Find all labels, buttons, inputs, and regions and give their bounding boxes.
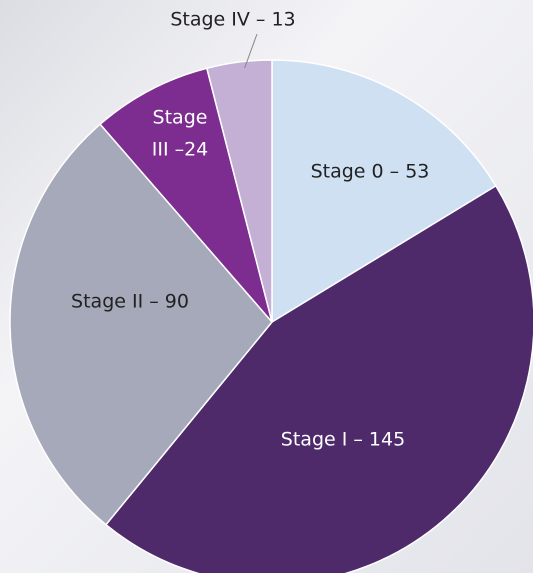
pie-slice [9,123,273,526]
slice-label: Stage I – 145 [281,429,405,451]
pie-slice [99,67,273,323]
pie-slice [271,59,497,324]
leader-line [244,33,258,69]
slice-label: Stage 0 – 53 [311,161,430,183]
slice-label: Stage [153,107,208,129]
pie-slice [104,184,533,573]
slice-label: III –24 [152,139,209,161]
slice-label: Stage IV – 13 [170,9,295,31]
slice-label: Stage II – 90 [71,291,189,313]
pie-slice [205,59,273,323]
labels: Stage 0 – 53 Stage I – 145 Stage II – 90 St… [71,9,429,451]
pie [9,59,533,573]
